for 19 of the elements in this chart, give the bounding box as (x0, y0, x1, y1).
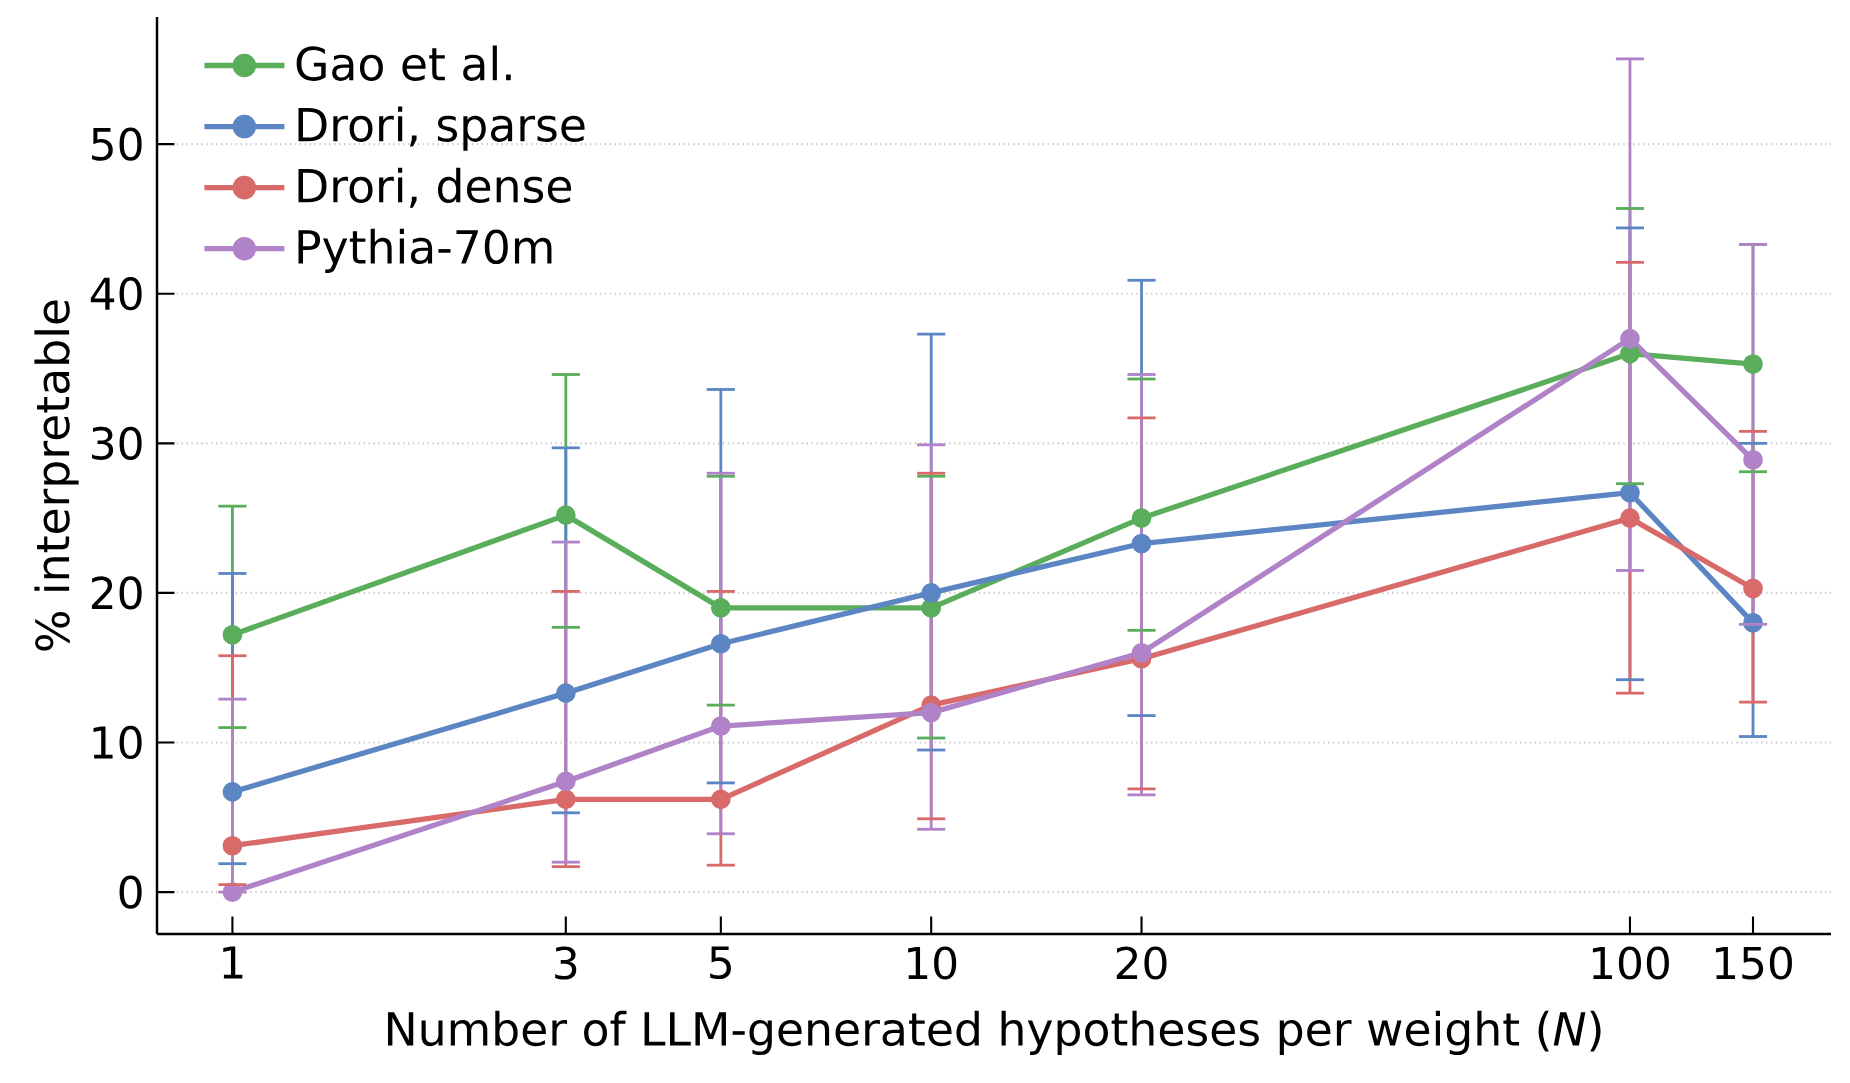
x-tick-label: 10 (908, 946, 957, 980)
y-tick-label: 40 (90, 277, 142, 311)
legend-label: Drori, sparse (298, 106, 585, 151)
x-tick-label: 150 (1715, 946, 1792, 980)
y-tick-label: 0 (119, 875, 142, 909)
x-tick-label: 5 (710, 946, 731, 980)
y-tick-label: 10 (93, 725, 142, 760)
y-tick-label: 50 (92, 127, 142, 161)
y-tick-label: 20 (91, 576, 142, 610)
x-axis-title: Number of LLM-generated hypotheses per weight (N) (387, 1010, 1601, 1055)
x-tick-label: 1 (223, 946, 243, 979)
y-axis-title: % interpretable (34, 300, 79, 651)
legend-label: Drori, dense (298, 167, 572, 208)
x-tick-label: 20 (1116, 946, 1167, 980)
legend-label: Gao et al. (296, 45, 511, 81)
y-tick-label: 30 (92, 426, 142, 460)
x-tick-label: 3 (555, 946, 577, 980)
x-tick-label: 100 (1592, 946, 1669, 980)
legend-label: Pythia-70m (298, 228, 552, 273)
